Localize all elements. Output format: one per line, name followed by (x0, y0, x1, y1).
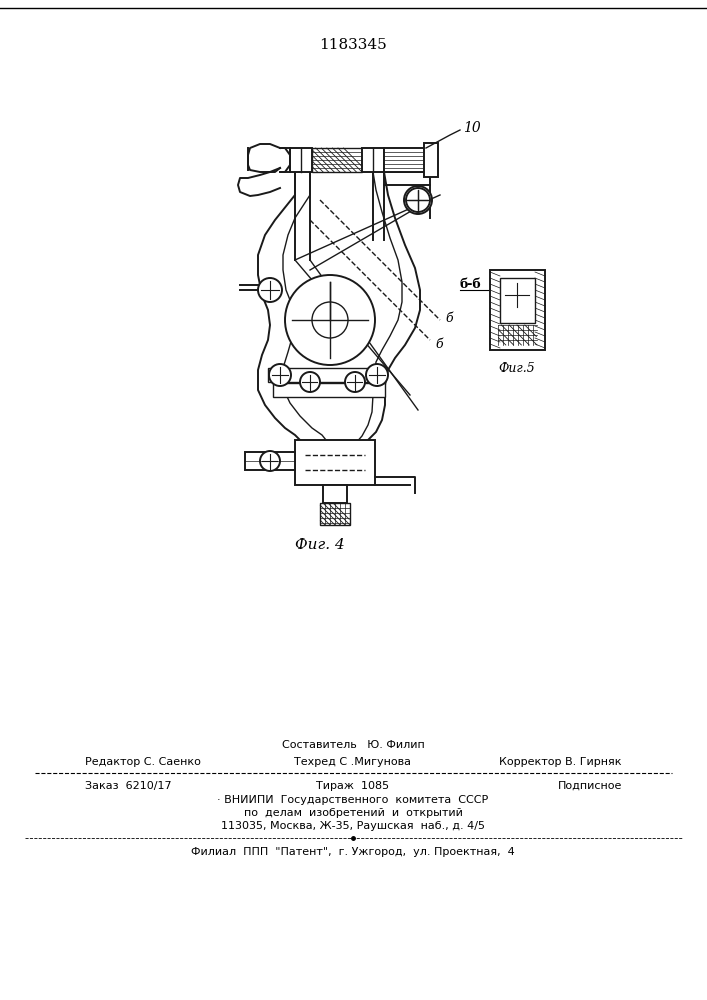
Bar (362, 148, 384, 172)
Bar (500, 278, 535, 323)
Circle shape (406, 188, 430, 212)
Circle shape (285, 275, 375, 365)
Bar (295, 440, 375, 485)
Text: Составитель   Ю. Филип: Составитель Ю. Филип (281, 740, 424, 750)
Text: б: б (435, 338, 443, 352)
Bar (498, 325, 537, 345)
Text: Подписное: Подписное (558, 781, 622, 791)
Circle shape (345, 372, 365, 392)
Circle shape (258, 278, 282, 302)
Circle shape (404, 186, 432, 214)
Bar (312, 148, 362, 172)
Text: Филиал  ППП  "Патент",  г. Ужгород,  ул. Проектная,  4: Филиал ППП "Патент", г. Ужгород, ул. Про… (191, 847, 515, 857)
Text: · ВНИИПИ  Государственного  комитета  СССР: · ВНИИПИ Государственного комитета СССР (217, 795, 489, 805)
Text: Заказ  6210/17: Заказ 6210/17 (85, 781, 172, 791)
Text: по  делам  изобретений  и  открытий: по делам изобретений и открытий (244, 808, 462, 818)
Circle shape (366, 364, 388, 386)
Bar (424, 143, 438, 177)
Text: Фиг. 4: Фиг. 4 (295, 538, 345, 552)
Bar (320, 503, 350, 525)
Circle shape (300, 372, 320, 392)
Text: б-б: б-б (460, 278, 481, 292)
Circle shape (312, 302, 348, 338)
Circle shape (269, 364, 291, 386)
Text: Техред С .Мигунова: Техред С .Мигунова (295, 757, 411, 767)
Text: Тираж  1085: Тираж 1085 (317, 781, 390, 791)
Text: Редактор С. Саенко: Редактор С. Саенко (85, 757, 201, 767)
Circle shape (260, 451, 280, 471)
Text: 1183345: 1183345 (319, 38, 387, 52)
Bar (245, 452, 295, 470)
Text: 10: 10 (463, 121, 481, 135)
Circle shape (501, 279, 533, 311)
Bar (490, 270, 545, 350)
Bar (323, 485, 347, 503)
Bar (290, 148, 312, 172)
Text: Корректор В. Гирняк: Корректор В. Гирняк (500, 757, 622, 767)
Text: б: б (445, 312, 452, 324)
Bar (268, 368, 385, 382)
Text: 113035, Москва, Ж-35, Раушская  наб., д. 4/5: 113035, Москва, Ж-35, Раушская наб., д. … (221, 821, 485, 831)
Bar (273, 383, 385, 397)
Text: Фиг.5: Фиг.5 (498, 361, 535, 374)
Bar (384, 148, 426, 172)
